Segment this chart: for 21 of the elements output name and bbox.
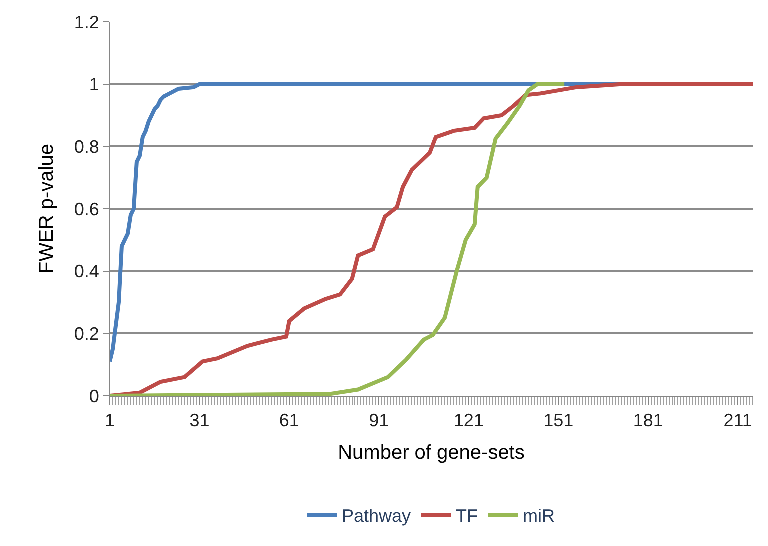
y-tick-label: 1.2 (74, 12, 100, 32)
line-series (110, 82, 567, 396)
y-tick-label: 0 (89, 386, 100, 406)
x-tick-label: 1 (104, 410, 116, 431)
x-axis-title: Number of gene-sets (338, 442, 525, 464)
y-tick-label: 1 (89, 74, 100, 95)
x-tick-label: 151 (544, 410, 574, 431)
x-tick-label: 211 (724, 410, 752, 431)
legend-label: TF (456, 506, 478, 526)
x-tick-label: 91 (369, 410, 390, 431)
y-tick-label: 0.2 (74, 324, 100, 344)
legend-label: miR (523, 506, 556, 526)
y-tick-label: 0.4 (74, 262, 100, 282)
y-tick-label: 0.6 (74, 199, 100, 220)
y-axis-title: FWER p-value (36, 144, 58, 274)
x-tick-label: 31 (190, 410, 210, 431)
legend-label: Pathway (342, 506, 412, 526)
x-tick-label: 61 (279, 410, 300, 431)
x-tick-label: 121 (454, 410, 484, 431)
y-tick-label: 0.8 (74, 136, 100, 157)
x-tick-label: 181 (633, 410, 664, 431)
